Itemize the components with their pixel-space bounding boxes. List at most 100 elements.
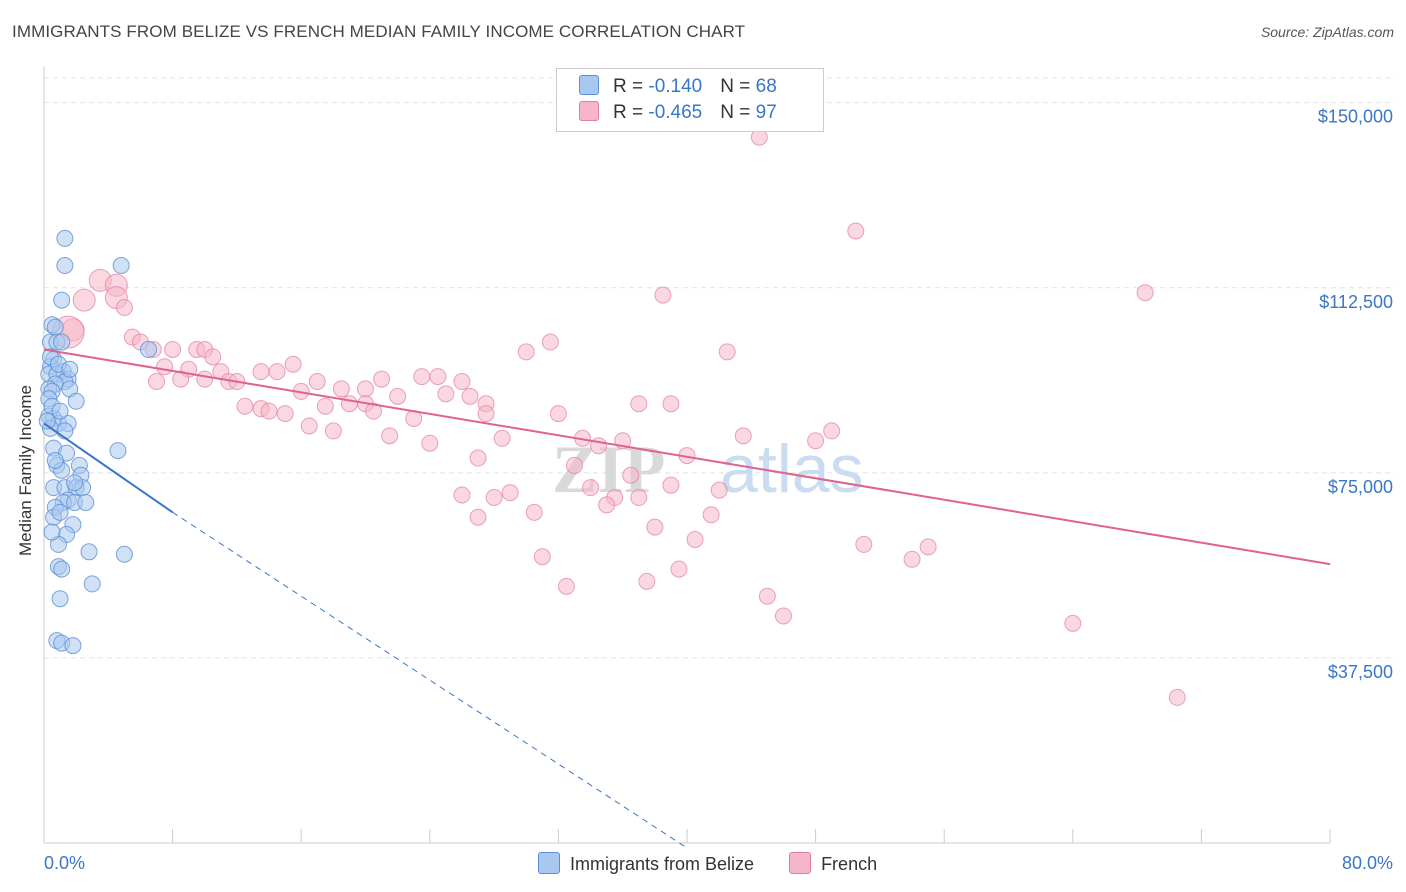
y-tick-label: $150,000 <box>1318 107 1393 127</box>
point-french <box>252 363 270 381</box>
legend-n-value-french: 97 <box>755 102 777 123</box>
legend-item-belize[interactable]: Immigrants from Belize <box>538 852 754 875</box>
point-french <box>453 373 471 391</box>
legend-r-label: R = <box>613 102 649 123</box>
trend-line-belize <box>43 422 174 514</box>
point-french <box>413 368 431 386</box>
point-french <box>686 530 704 548</box>
legend-n-value-belize: 68 <box>755 76 777 97</box>
point-french <box>477 405 495 423</box>
point-french <box>196 370 214 388</box>
legend-label-french: French <box>821 854 878 874</box>
legend-row-belize: R = -0.140 N = 68 <box>579 75 777 101</box>
point-french <box>148 373 166 391</box>
point-french <box>533 548 551 566</box>
stats-legend: R = -0.140 N = 68 R = -0.465 N = 97 <box>556 68 824 132</box>
point-french <box>365 402 383 420</box>
point-french <box>260 402 278 420</box>
point-french <box>429 368 447 386</box>
y-tick-label: $75,000 <box>1328 477 1393 497</box>
point-french <box>662 395 680 413</box>
point-french <box>622 466 640 484</box>
point-french <box>855 535 873 553</box>
point-belize <box>64 637 82 655</box>
point-french <box>437 385 455 403</box>
point-french <box>389 387 407 405</box>
belize-points <box>38 229 157 655</box>
point-belize <box>56 257 74 275</box>
point-french <box>324 422 342 440</box>
point-belize <box>46 318 64 336</box>
point-belize <box>139 340 157 358</box>
point-belize <box>80 543 98 561</box>
x-tick-label: 80.0% <box>1342 853 1393 873</box>
point-french <box>172 370 190 388</box>
point-belize <box>51 503 69 521</box>
chart-source: Source: ZipAtlas.com <box>1260 24 1394 40</box>
y-tick-label: $37,500 <box>1328 662 1393 682</box>
legend-swatch-french <box>789 852 812 874</box>
legend-r-label: R = <box>613 76 649 97</box>
point-belize <box>109 442 127 460</box>
point-french <box>357 380 374 398</box>
legend-r-value-belize: -0.140 <box>648 76 703 97</box>
point-french <box>646 518 664 536</box>
point-belize <box>77 493 95 511</box>
point-belize <box>53 560 71 578</box>
point-belize <box>46 452 64 469</box>
point-french <box>919 538 937 556</box>
point-belize <box>53 333 71 351</box>
point-french <box>72 288 96 312</box>
trend-line-french <box>43 348 1331 566</box>
point-belize <box>53 291 71 309</box>
point-french <box>236 397 254 415</box>
point-french <box>469 449 487 467</box>
point-french <box>541 333 559 351</box>
point-french <box>164 340 182 358</box>
legend-r-value-french: -0.465 <box>648 102 703 123</box>
point-belize <box>51 402 69 420</box>
point-french <box>156 358 174 376</box>
point-french <box>847 222 865 240</box>
point-french <box>630 489 648 507</box>
point-french <box>493 429 511 447</box>
chart-title: IMMIGRANTS FROM BELIZE VS FRENCH MEDIAN … <box>12 22 746 41</box>
point-french <box>461 387 479 405</box>
legend-swatch-french <box>579 101 599 121</box>
point-french <box>1136 284 1154 302</box>
legend-n-label: N = <box>720 76 756 97</box>
point-french <box>115 299 133 316</box>
trend-line-belize-extension <box>172 511 688 849</box>
point-belize <box>56 229 74 247</box>
y-tick-label: $112,500 <box>1319 292 1393 312</box>
tick-labels: $37,500 $75,000 $112,500 $150,000 0.0% 80.0% <box>44 107 1393 873</box>
point-belize <box>66 474 84 492</box>
series-legend: Immigrants from Belize French <box>538 852 907 875</box>
point-french <box>469 508 487 526</box>
legend-n-label: N = <box>720 102 756 123</box>
point-french <box>1168 688 1186 706</box>
point-french <box>308 373 326 391</box>
point-french <box>638 572 656 590</box>
point-belize <box>51 590 69 608</box>
trend-lines <box>43 348 1331 849</box>
point-french <box>774 607 792 625</box>
point-french <box>421 434 439 452</box>
legend-item-french[interactable]: French <box>789 852 877 875</box>
point-french <box>582 479 600 497</box>
point-french <box>340 395 358 413</box>
point-french <box>268 363 286 381</box>
point-belize <box>56 422 74 440</box>
point-french <box>373 370 391 388</box>
point-french <box>1064 614 1082 632</box>
point-french <box>702 506 720 524</box>
point-french <box>332 380 350 398</box>
grid-lines <box>44 77 1395 659</box>
legend-swatch-belize <box>538 852 560 874</box>
point-belize <box>61 360 79 378</box>
point-french <box>204 348 222 366</box>
point-french <box>718 343 736 361</box>
point-french <box>630 395 648 413</box>
point-french <box>300 417 318 435</box>
